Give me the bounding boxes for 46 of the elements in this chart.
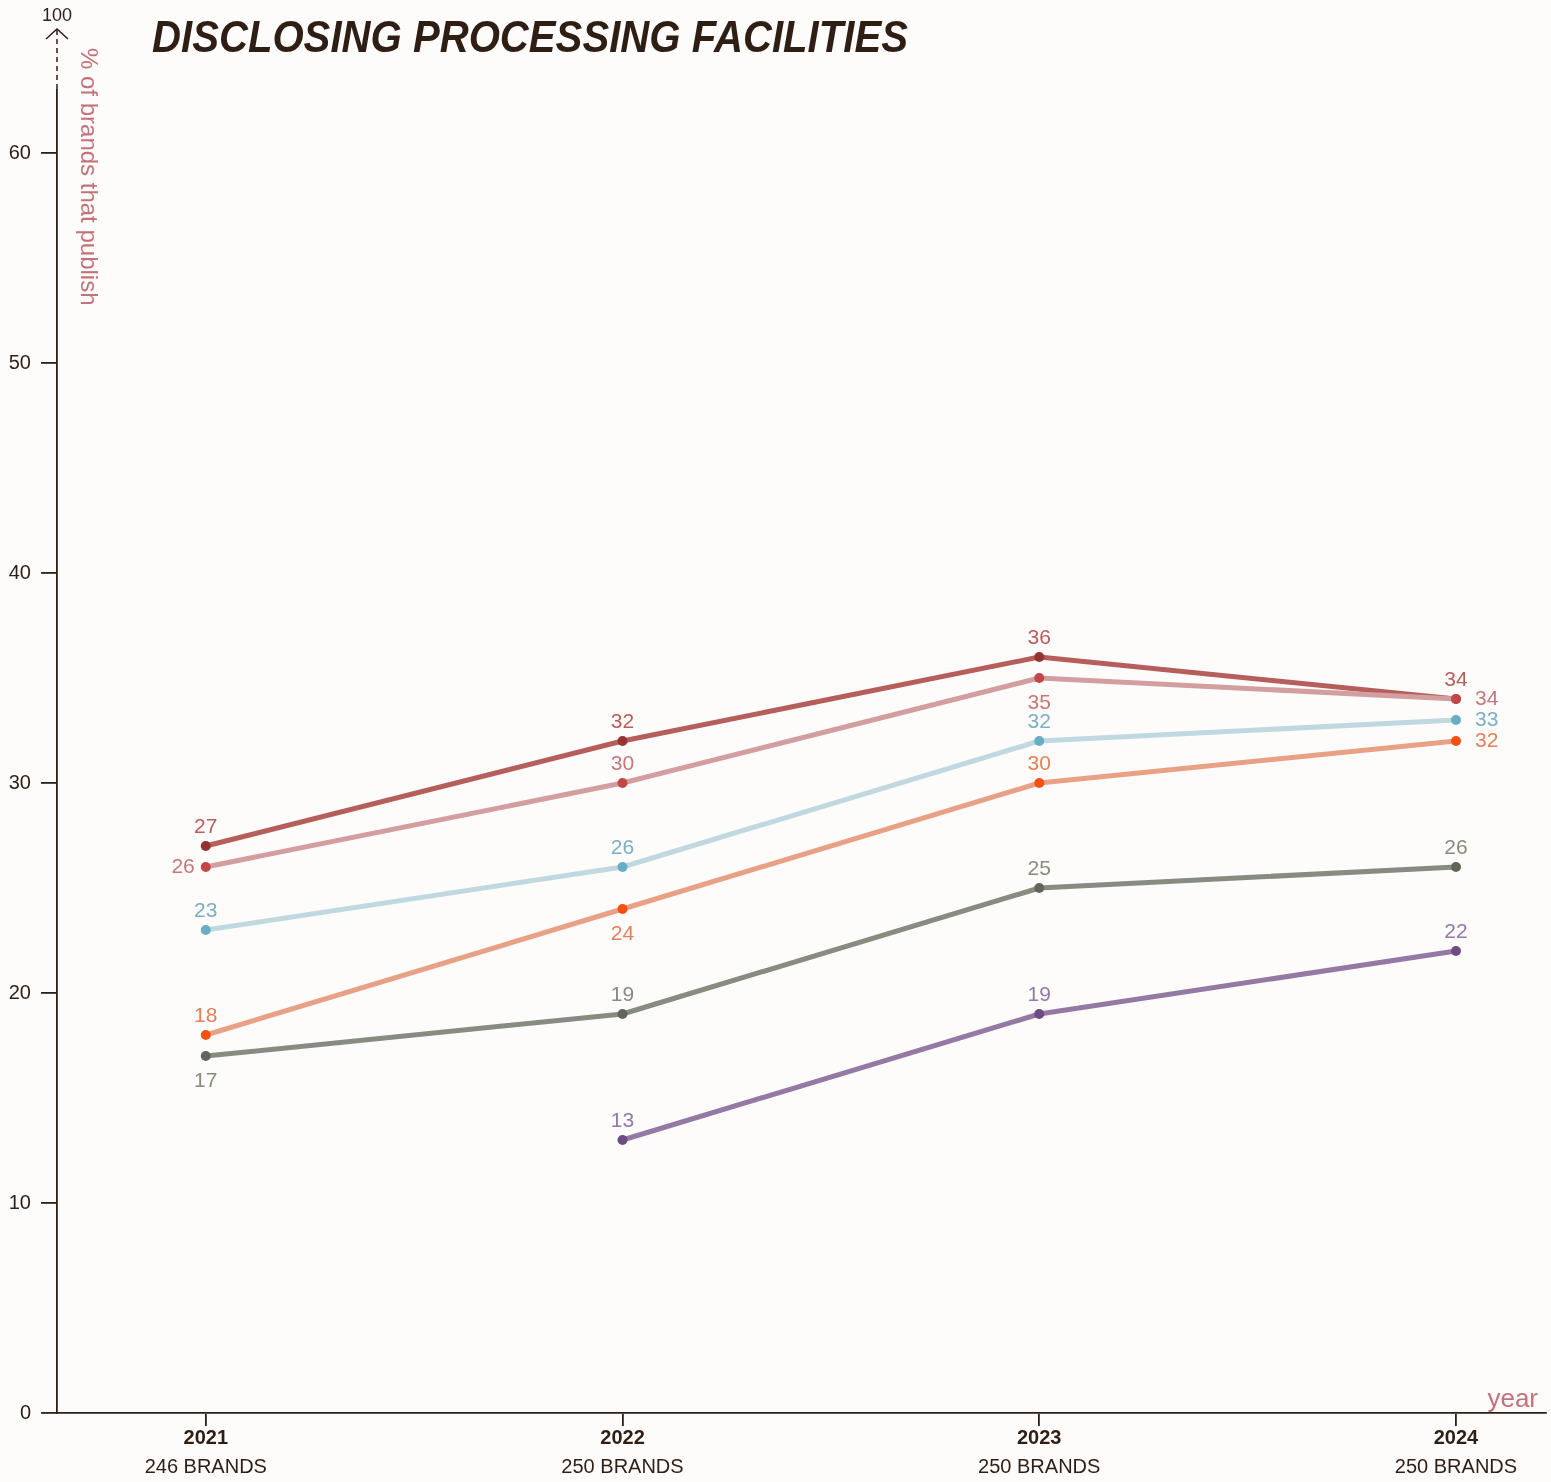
point (200, 841, 211, 851)
data-label: 19 (1027, 981, 1051, 1005)
point (1034, 652, 1045, 662)
chart-title: DISCLOSING PROCESSING FACILITIES (152, 12, 908, 62)
data-label: 33 (1474, 706, 1499, 730)
data-label: 17 (194, 1067, 218, 1091)
point (617, 1009, 628, 1019)
data-label: 27 (194, 813, 218, 837)
data-label: 34 (1474, 685, 1499, 709)
x-tick-label: 2022 250 BRANDS (561, 1425, 684, 1477)
x-tick-label: 2024 250 BRANDS (1394, 1425, 1518, 1477)
point (1450, 862, 1461, 872)
y-tick-label: 10 (8, 1190, 31, 1213)
point (617, 1135, 628, 1145)
data-label: 26 (1444, 834, 1468, 858)
y-axis-title: % of brands that publish (76, 48, 104, 306)
data-label: 22 (1444, 918, 1468, 942)
data-label: 32 (1474, 727, 1499, 751)
data-label: 13 (610, 1107, 635, 1131)
data-label: 26 (610, 834, 635, 858)
data-label: 34 (1444, 666, 1468, 690)
data-label: 26 (171, 853, 195, 877)
y-tick-label: 30 (8, 770, 31, 793)
data-label: 18 (194, 1002, 218, 1026)
x-axis-title: year (1487, 1383, 1539, 1413)
data-label: 36 (1027, 624, 1051, 648)
y-tick-label: 40 (8, 560, 31, 583)
data-label: 32 (610, 708, 635, 732)
y-tick-label: 50 (8, 350, 31, 373)
point (200, 1051, 211, 1061)
data-label: 25 (1027, 855, 1051, 879)
x-tick-label: 2023 250 BRANDS (978, 1425, 1101, 1477)
point (1450, 946, 1461, 956)
y-tick-label: 0 (19, 1400, 31, 1423)
data-label: 23 (194, 897, 218, 921)
data-label: 30 (1027, 750, 1051, 774)
x-tick-label: 2021 246 BRANDS (144, 1425, 267, 1477)
data-label: 24 (610, 920, 635, 944)
data-label: 30 (610, 750, 635, 774)
point (1034, 883, 1045, 893)
data-label: 19 (610, 981, 635, 1005)
y-tick-label: 60 (8, 140, 31, 163)
text: 100 (41, 4, 73, 25)
y-tick-label: 20 (8, 980, 31, 1003)
point (1034, 1009, 1045, 1019)
point (617, 736, 628, 746)
